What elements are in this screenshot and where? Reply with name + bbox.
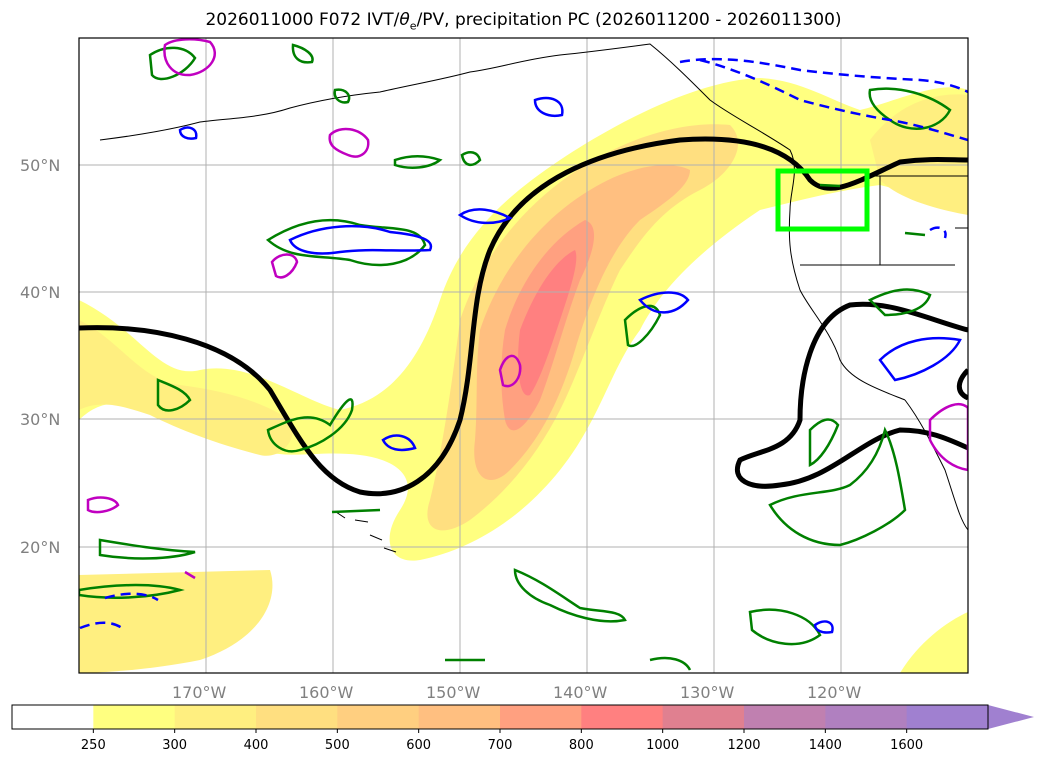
ivt-800	[518, 250, 577, 396]
lon-label-120w: 120°W	[807, 683, 862, 702]
lat-label-30n: 30°N	[20, 410, 61, 429]
colorbar-frame	[11, 704, 989, 730]
ivt-300-west	[79, 320, 293, 456]
region-box	[775, 168, 870, 232]
colorbar-cell	[93, 705, 176, 729]
lon-label-140w: 140°W	[553, 683, 608, 702]
lat-label-50n: 50°N	[20, 156, 61, 175]
colorbar-cell	[906, 705, 989, 729]
ivt-300-northeast	[870, 94, 968, 215]
theta-e-contour-south	[735, 301, 968, 489]
colorbar-cell	[12, 705, 94, 729]
colorbar-cell	[174, 705, 257, 729]
colorbar	[11, 704, 1034, 733]
blue-contours	[178, 96, 962, 634]
colorbar-tick-label: 1000	[646, 738, 680, 753]
colorbar-tick-label: 700	[487, 738, 513, 753]
colorbar-cell	[581, 705, 664, 729]
ivt-250-southwest	[79, 570, 273, 673]
colorbar-extend-arrow	[988, 705, 1034, 729]
lat-label-40n: 40°N	[20, 283, 61, 302]
chart-title: 2026011000 F072 IVT/θe/PV, precipitation…	[0, 10, 1047, 32]
title-prefix: 2026011000 F072 IVT/	[205, 10, 400, 30]
lon-label-130w: 130°W	[680, 683, 735, 702]
colorbar-tick-label: 300	[162, 738, 188, 753]
colorbar-tick-label: 1600	[890, 738, 924, 753]
colorbar-cell	[744, 705, 826, 729]
colorbar-tick-label: 800	[568, 738, 594, 753]
colorbar-tick-label: 400	[243, 738, 269, 753]
magenta-contours	[86, 38, 968, 580]
title-theta-subscript: e	[409, 19, 417, 33]
colorbar-cell	[500, 705, 582, 729]
theta-e-contour-north	[79, 136, 968, 497]
map-layers	[79, 38, 968, 673]
colorbar-cells	[12, 705, 989, 733]
colorbar-tick-label: 1400	[808, 738, 842, 753]
colorbar-cell	[662, 705, 745, 729]
ivt-250-southeast	[900, 612, 968, 673]
theta-e-contour-edge	[956, 368, 968, 401]
colorbar-cell	[825, 705, 908, 729]
colorbar-cell	[256, 705, 338, 729]
blue-dashed-contours	[79, 57, 968, 630]
lon-label-160w: 160°W	[299, 683, 354, 702]
colorbar-tick-label: 250	[80, 738, 106, 753]
lon-label-150w: 150°W	[426, 683, 481, 702]
map-frame	[78, 37, 969, 674]
colorbar-cell	[418, 705, 501, 729]
gridlines	[79, 38, 968, 673]
colorbar-tick-label: 1200	[727, 738, 761, 753]
coastlines	[99, 43, 968, 553]
colorbar-tick-label: 600	[406, 738, 432, 753]
lon-label-170w: 170°W	[172, 683, 227, 702]
colorbar-tick-label: 500	[324, 738, 350, 753]
colorbar-cell	[337, 705, 420, 729]
title-suffix: /PV, precipitation PC (2026011200 - 2026…	[416, 10, 842, 30]
title-theta: θ	[399, 10, 410, 30]
lat-label-20n: 20°N	[20, 538, 61, 557]
